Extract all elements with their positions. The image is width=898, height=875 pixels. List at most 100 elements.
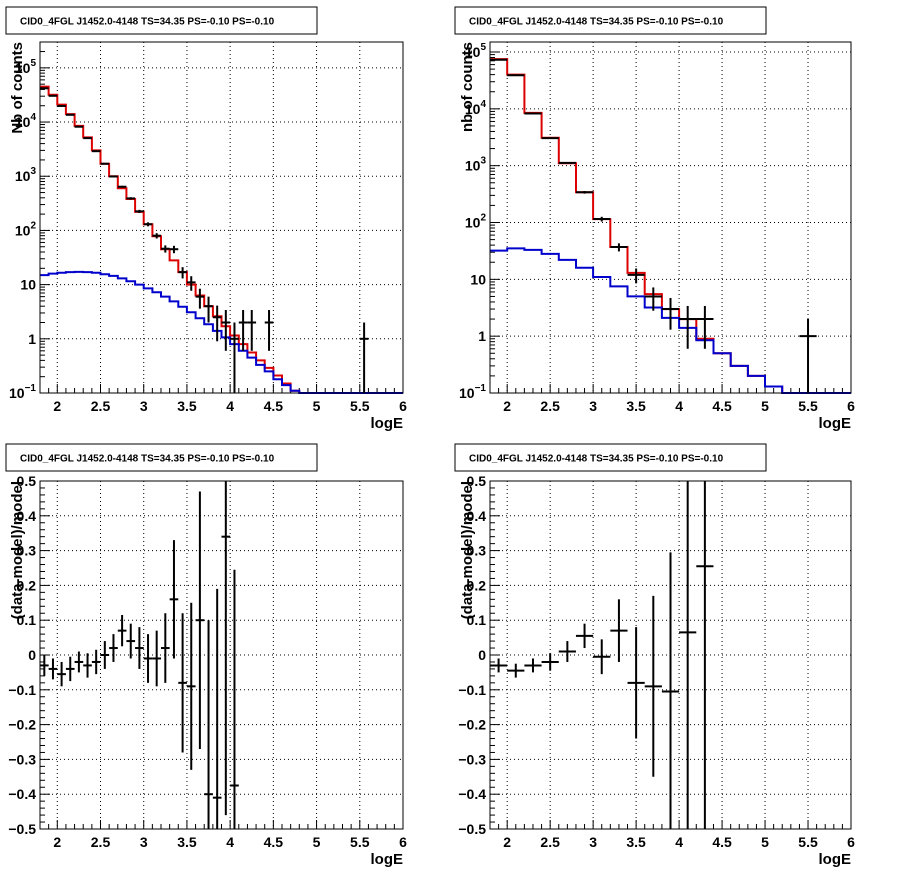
data-point <box>91 649 101 675</box>
chart-title: CID0_4FGL J1452.0-4148 TS=34.35 PS=-0.10… <box>20 17 275 28</box>
y-tick-exponent: 4 <box>480 99 486 110</box>
y-tick-label: −0.4 <box>8 786 36 802</box>
data-point <box>679 481 697 829</box>
data-point <box>524 658 542 673</box>
data-point <box>575 623 594 649</box>
y-tick-label: 0.4 <box>467 508 487 524</box>
y-tick-label: −0.2 <box>458 717 486 733</box>
y-tick-label: 102 <box>15 220 37 238</box>
y-tick-label: 104 <box>15 112 37 130</box>
data-point <box>109 634 118 662</box>
data-point <box>195 288 205 309</box>
x-tick-label: 2 <box>53 834 61 850</box>
x-axis-ticks: 2 2.5 3 3.5 4 4.5 5 5.5 6 <box>39 384 407 414</box>
data-point <box>161 245 170 253</box>
y-tick-label: 0.3 <box>467 543 487 559</box>
panel-counts-right: CID0_4FGL J1452.0-4148 TS=34.35 PS=-0.10… <box>454 6 855 432</box>
chart-title: CID0_4FGL J1452.0-4148 TS=34.35 PS=-0.10… <box>469 17 724 28</box>
data-point <box>195 491 205 749</box>
x-tick-label: 2 <box>53 398 61 414</box>
data-point <box>57 661 66 687</box>
title-box <box>454 443 767 472</box>
y-tick-label: −0.3 <box>8 751 36 767</box>
data-points <box>40 87 369 393</box>
title-box <box>454 6 767 35</box>
data-point <box>65 656 75 682</box>
x-tick-label: 4.5 <box>712 398 732 414</box>
plot-frame <box>489 41 852 394</box>
series-model-source <box>40 270 403 394</box>
x-tick-label: 3.5 <box>177 834 197 850</box>
data-point <box>48 658 58 680</box>
data-point <box>644 595 662 777</box>
x-tick-label: 5 <box>313 834 321 850</box>
x-tick-label: 5.5 <box>350 834 370 850</box>
data-points <box>490 481 714 829</box>
x-tick-label: 3.5 <box>626 398 646 414</box>
data-point <box>169 540 179 659</box>
x-tick-label: 5 <box>761 398 769 414</box>
data-point <box>490 658 508 673</box>
data-point <box>117 185 127 188</box>
y-tick-exponent: 5 <box>30 58 36 69</box>
y-tick-exponent: 3 <box>480 156 486 167</box>
y-tick-label: 0.3 <box>17 543 37 559</box>
plot-frame <box>39 41 404 394</box>
y-tick-label: 10−1 <box>459 383 486 401</box>
x-tick-label: 2.5 <box>540 398 560 414</box>
data-point <box>126 197 136 200</box>
x-tick-label: 3.5 <box>626 834 646 850</box>
y-axis-title: nb of counts <box>459 42 476 132</box>
x-axis-title: logE <box>371 851 404 868</box>
x-tick-label: 5 <box>313 398 321 414</box>
data-point <box>610 243 628 252</box>
data-point <box>558 641 576 662</box>
x-tick-label: 4.5 <box>264 398 284 414</box>
y-tick-label: 105 <box>15 58 37 76</box>
panel-residuals-left: CID0_4FGL J1452.0-4148 TS=34.35 PS=-0.10… <box>5 443 407 868</box>
y-tick-label: −0.3 <box>458 751 486 767</box>
x-tick-label: 3 <box>589 398 597 414</box>
data-point <box>169 245 179 254</box>
data-point <box>507 663 525 678</box>
y-tick-base: 10 <box>15 60 31 76</box>
data-point <box>696 305 714 349</box>
y-axis-title: (data-model)/model <box>9 481 26 619</box>
data-point <box>152 630 161 687</box>
data-point <box>126 623 136 659</box>
y-tick-label: 103 <box>465 156 487 174</box>
y-tick-label: 103 <box>15 166 37 184</box>
data-point <box>204 296 213 323</box>
data-point <box>143 634 153 683</box>
data-point <box>143 222 153 227</box>
data-point <box>74 125 84 128</box>
data-point <box>204 620 213 829</box>
data-point <box>593 216 611 222</box>
data-point <box>117 614 127 647</box>
x-tick-label: 4 <box>226 398 234 414</box>
data-point <box>161 613 170 683</box>
title-box <box>5 443 318 472</box>
y-tick-label: −0.1 <box>458 682 486 698</box>
data-point <box>212 305 222 342</box>
y-tick-label: 0 <box>28 647 36 663</box>
title-box <box>5 6 318 35</box>
data-point <box>679 305 697 349</box>
data-point <box>627 627 645 739</box>
data-point <box>644 287 662 311</box>
y-tick-label: 104 <box>465 99 487 117</box>
y-tick-base: 10 <box>465 215 481 231</box>
y-tick-label: 0 <box>478 647 486 663</box>
y-tick-base: 10 <box>465 101 481 117</box>
x-tick-label: 2 <box>503 834 511 850</box>
x-axis-title: logE <box>371 415 404 432</box>
x-tick-label: 6 <box>847 398 855 414</box>
data-point <box>799 319 817 393</box>
data-point <box>661 297 680 330</box>
series-model-total <box>40 85 403 394</box>
chart-title: CID0_4FGL J1452.0-4148 TS=34.35 PS=-0.10… <box>469 454 724 465</box>
y-tick-label: 0.2 <box>467 577 487 593</box>
y-tick-label: 0.2 <box>17 577 37 593</box>
plot-frame <box>39 480 404 830</box>
data-point <box>83 653 92 678</box>
